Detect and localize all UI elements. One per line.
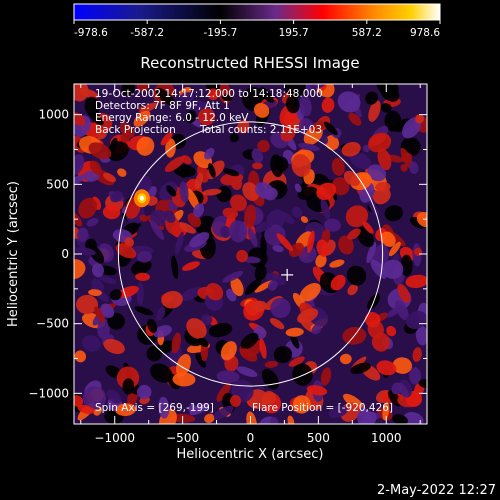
colorbar-tick-label: -587.2 (130, 27, 164, 39)
timestamp: 2-May-2022 12:27 (377, 483, 496, 498)
solar-limb-circle (117, 121, 384, 387)
colorbar-tick-label: 587.2 (352, 27, 382, 39)
y-tick-label: −1000 (28, 386, 69, 400)
flare-position-label: Flare Position = [-920,426] (252, 402, 393, 414)
info-time-range: 19-Oct-2002 14:17:12.000 to 14:18:48.000 (95, 88, 323, 100)
chart-title: Reconstructed RHESSI Image (140, 54, 359, 72)
y-axis: −1000 −500 0 500 1000 (28, 108, 427, 400)
x-axis-label: Heliocentric X (arcsec) (177, 447, 324, 462)
info-method: Back Projection (95, 124, 176, 136)
flare-marker-cross (281, 268, 294, 281)
y-tick-label: 0 (61, 247, 69, 261)
colorbar-tick-label: 978.6 (410, 27, 440, 39)
info-counts: Total counts: 2.11E+03 (199, 124, 322, 136)
spin-axis-label: Spin Axis = [269,-199] (95, 402, 214, 414)
x-tick-label: 1000 (371, 431, 402, 445)
y-tick-label: −500 (36, 317, 69, 331)
colorbar-tick-label: 195.7 (279, 27, 309, 39)
y-axis-label: Heliocentric Y (arcsec) (6, 181, 21, 327)
colorbar-gradient (74, 4, 440, 20)
colorbar-frame (73, 3, 441, 21)
colorbar-tick-label: -195.7 (203, 27, 237, 39)
image-area (73, 83, 428, 425)
x-tick-label: −500 (166, 431, 199, 445)
x-tick-label: −1000 (94, 431, 135, 445)
colorbar-tick-label: -978.6 (74, 27, 108, 39)
colorbar: -978.6 -587.2 -195.7 195.7 587.2 978.6 (73, 3, 441, 39)
colorbar-ticks: -978.6 -587.2 -195.7 195.7 587.2 978.6 (73, 20, 441, 39)
info-detectors: Detectors: 7F 8F 9F, Att 1 (95, 100, 230, 112)
x-tick-label: 0 (247, 431, 255, 445)
x-axis: −1000 −500 0 500 1000 (80, 84, 421, 445)
x-tick-label: 500 (307, 431, 330, 445)
y-tick-label: 1000 (38, 108, 69, 122)
info-block: 19-Oct-2002 14:17:12.000 to 14:18:48.000… (95, 88, 323, 136)
reconstructed-image (74, 84, 427, 424)
info-energy: Energy Range: 6.0 - 12.0 keV (95, 112, 249, 124)
y-tick-label: 500 (46, 177, 69, 191)
